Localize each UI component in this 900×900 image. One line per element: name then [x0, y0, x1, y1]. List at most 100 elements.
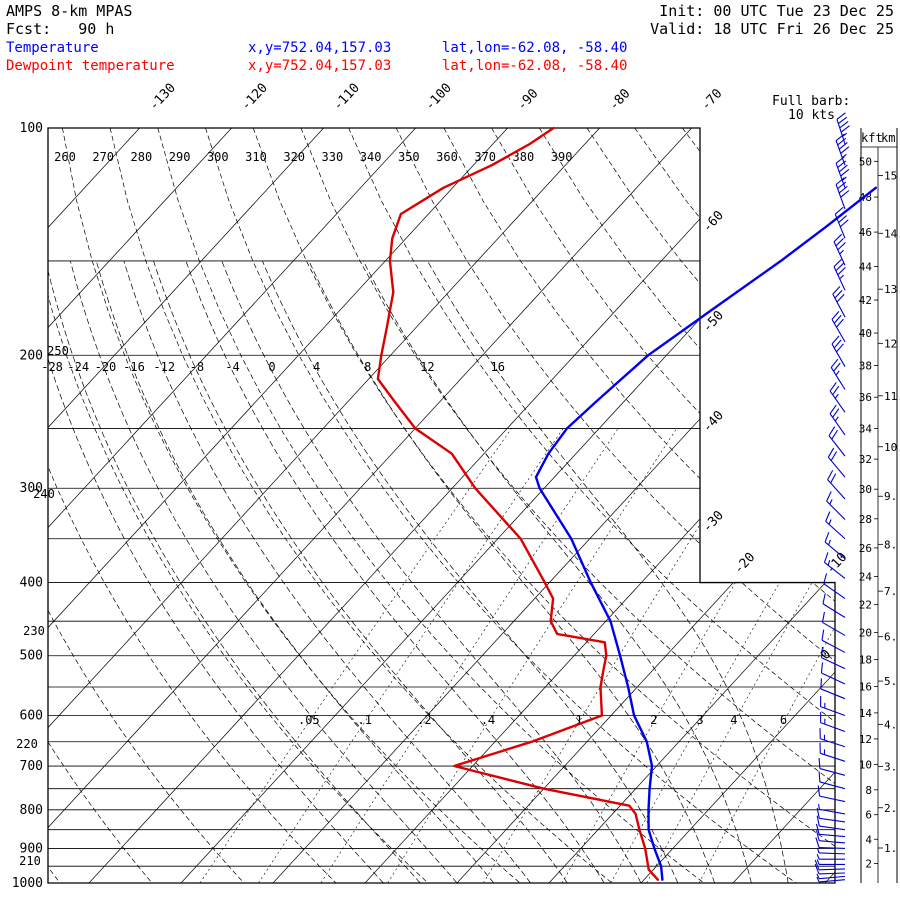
- km-tick-label: 14.: [884, 227, 900, 240]
- kft-tick-label: 8: [865, 784, 872, 797]
- km-tick-label: 4.: [884, 718, 897, 731]
- full-barb-note-line1: Full barb:: [772, 94, 851, 109]
- moist-adiabat-label: -12: [153, 360, 175, 374]
- mixing-ratio-label: 2: [650, 713, 657, 727]
- dry-adiabat-label: 370: [474, 150, 496, 164]
- dry-adiabat-label: 390: [551, 150, 573, 164]
- isotherm-label: -30: [700, 508, 727, 535]
- temperature-curve: [534, 186, 877, 881]
- mixing-ratio-label: .4: [481, 713, 495, 727]
- full-barb-note-line2: 10 kts: [788, 108, 835, 123]
- pressure-label: 1000: [12, 876, 43, 891]
- dry-adiabat-label: 210: [19, 854, 41, 868]
- mixing-ratio-label: 3: [696, 713, 703, 727]
- moist-adiabat-label: -20: [95, 360, 117, 374]
- mixing-ratio-label: 6: [780, 713, 787, 727]
- isotherm-label: -120: [239, 81, 271, 114]
- moist-adiabat-label: 12: [420, 360, 434, 374]
- dewpoint-curve: [376, 126, 659, 881]
- dry-adiabat-label: 270: [92, 150, 114, 164]
- kft-tick-label: 40: [859, 327, 872, 340]
- km-tick-label: 10.: [884, 441, 900, 454]
- dry-adiabat-label: 220: [16, 737, 38, 751]
- isotherm-label: -50: [700, 308, 727, 335]
- km-tick-label: 11.: [884, 390, 900, 403]
- isotherm-label: -40: [700, 408, 727, 435]
- isotherm-label: -90: [515, 86, 542, 113]
- isotherm-label: -60: [700, 208, 727, 235]
- pressure-label: 400: [20, 576, 43, 591]
- isotherm-label: -80: [607, 86, 634, 113]
- dry-adiabat-label: 310: [245, 150, 267, 164]
- dry-adiabat-label: 360: [436, 150, 458, 164]
- pressure-label: 600: [20, 709, 43, 724]
- kft-tick-label: 2: [865, 857, 872, 870]
- moist-adiabat-label: -8: [190, 360, 204, 374]
- kft-tick-label: 10: [859, 759, 872, 772]
- km-tick-label: 8.: [884, 538, 897, 551]
- pressure-label: 300: [20, 481, 43, 496]
- kft-tick-label: 38: [859, 359, 872, 372]
- kft-tick-label: 18: [859, 654, 872, 667]
- kft-tick-label: 12: [859, 733, 872, 746]
- pressure-label: 200: [20, 348, 43, 363]
- mixing-ratio-label: .2: [417, 713, 431, 727]
- pressure-label: 500: [20, 649, 43, 664]
- legend-temperature-latlon: lat,lon=-62.08, -58.40: [442, 40, 628, 56]
- isotherm-label: -110: [331, 81, 363, 114]
- km-tick-label: 3.: [884, 761, 897, 774]
- dry-adiabat-label: 230: [23, 624, 45, 638]
- dry-adiabat-label: 350: [398, 150, 420, 164]
- model-title: AMPS 8-km MPAS: [6, 2, 133, 20]
- height-axis: 2468101214161820222426283032343638404244…: [859, 128, 900, 883]
- kft-tick-label: 4: [865, 833, 872, 846]
- kft-axis-header: kft: [861, 131, 883, 145]
- moist-adiabat-label: 4: [313, 360, 320, 374]
- km-tick-label: 9.: [884, 490, 897, 503]
- moist-adiabat-label: -4: [225, 360, 239, 374]
- kft-tick-label: 32: [859, 453, 872, 466]
- dry-adiabat-label: 260: [54, 150, 76, 164]
- km-tick-label: 6.: [884, 631, 897, 644]
- kft-tick-label: 6: [865, 809, 872, 822]
- km-tick-label: 13.: [884, 283, 900, 296]
- kft-tick-label: 22: [859, 599, 872, 612]
- moist-adiabat-label: -28: [41, 360, 63, 374]
- km-tick-label: 2.: [884, 802, 897, 815]
- mixing-ratio-label: 4: [730, 713, 737, 727]
- kft-tick-label: 46: [859, 226, 872, 239]
- km-axis-header: km: [881, 131, 896, 145]
- km-tick-label: 7.: [884, 585, 897, 598]
- pressure-label: 800: [20, 803, 43, 818]
- kft-tick-label: 16: [859, 680, 872, 693]
- dry-adiabat-label: 250: [47, 344, 69, 358]
- dry-adiabat-label: 380: [513, 150, 535, 164]
- kft-tick-label: 36: [859, 391, 872, 404]
- km-tick-label: 12.: [884, 337, 900, 350]
- kft-tick-label: 50: [859, 155, 872, 168]
- plot-border: [47, 127, 836, 884]
- km-tick-label: 1.: [884, 842, 897, 855]
- isotherm-label: -100: [423, 81, 455, 114]
- dry-adiabat-label: 340: [360, 150, 382, 164]
- legend-temperature-xy: x,y=752.04,157.03: [248, 40, 392, 56]
- background-lines: [48, 128, 835, 883]
- kft-tick-label: 34: [859, 422, 873, 435]
- mixing-ratio-label: .1: [358, 713, 372, 727]
- kft-tick-label: 14: [859, 707, 873, 720]
- isotherm-label: 0: [818, 647, 834, 663]
- dry-adiabat-label: 240: [33, 487, 55, 501]
- kft-tick-label: 30: [859, 483, 872, 496]
- dry-adiabat-label: 330: [322, 150, 344, 164]
- isotherm-label: -70: [699, 86, 726, 113]
- kft-tick-label: 24: [859, 571, 873, 584]
- pressure-label: 100: [20, 121, 43, 136]
- dry-adiabat-label: 280: [131, 150, 153, 164]
- isotherm-label: -20: [731, 550, 758, 577]
- legend-dewpoint-xy: x,y=752.04,157.03: [248, 58, 392, 74]
- valid-time: Valid: 18 UTC Fri 26 Dec 25: [650, 20, 894, 38]
- km-tick-label: 15.: [884, 169, 900, 182]
- moist-adiabat-label: -16: [123, 360, 145, 374]
